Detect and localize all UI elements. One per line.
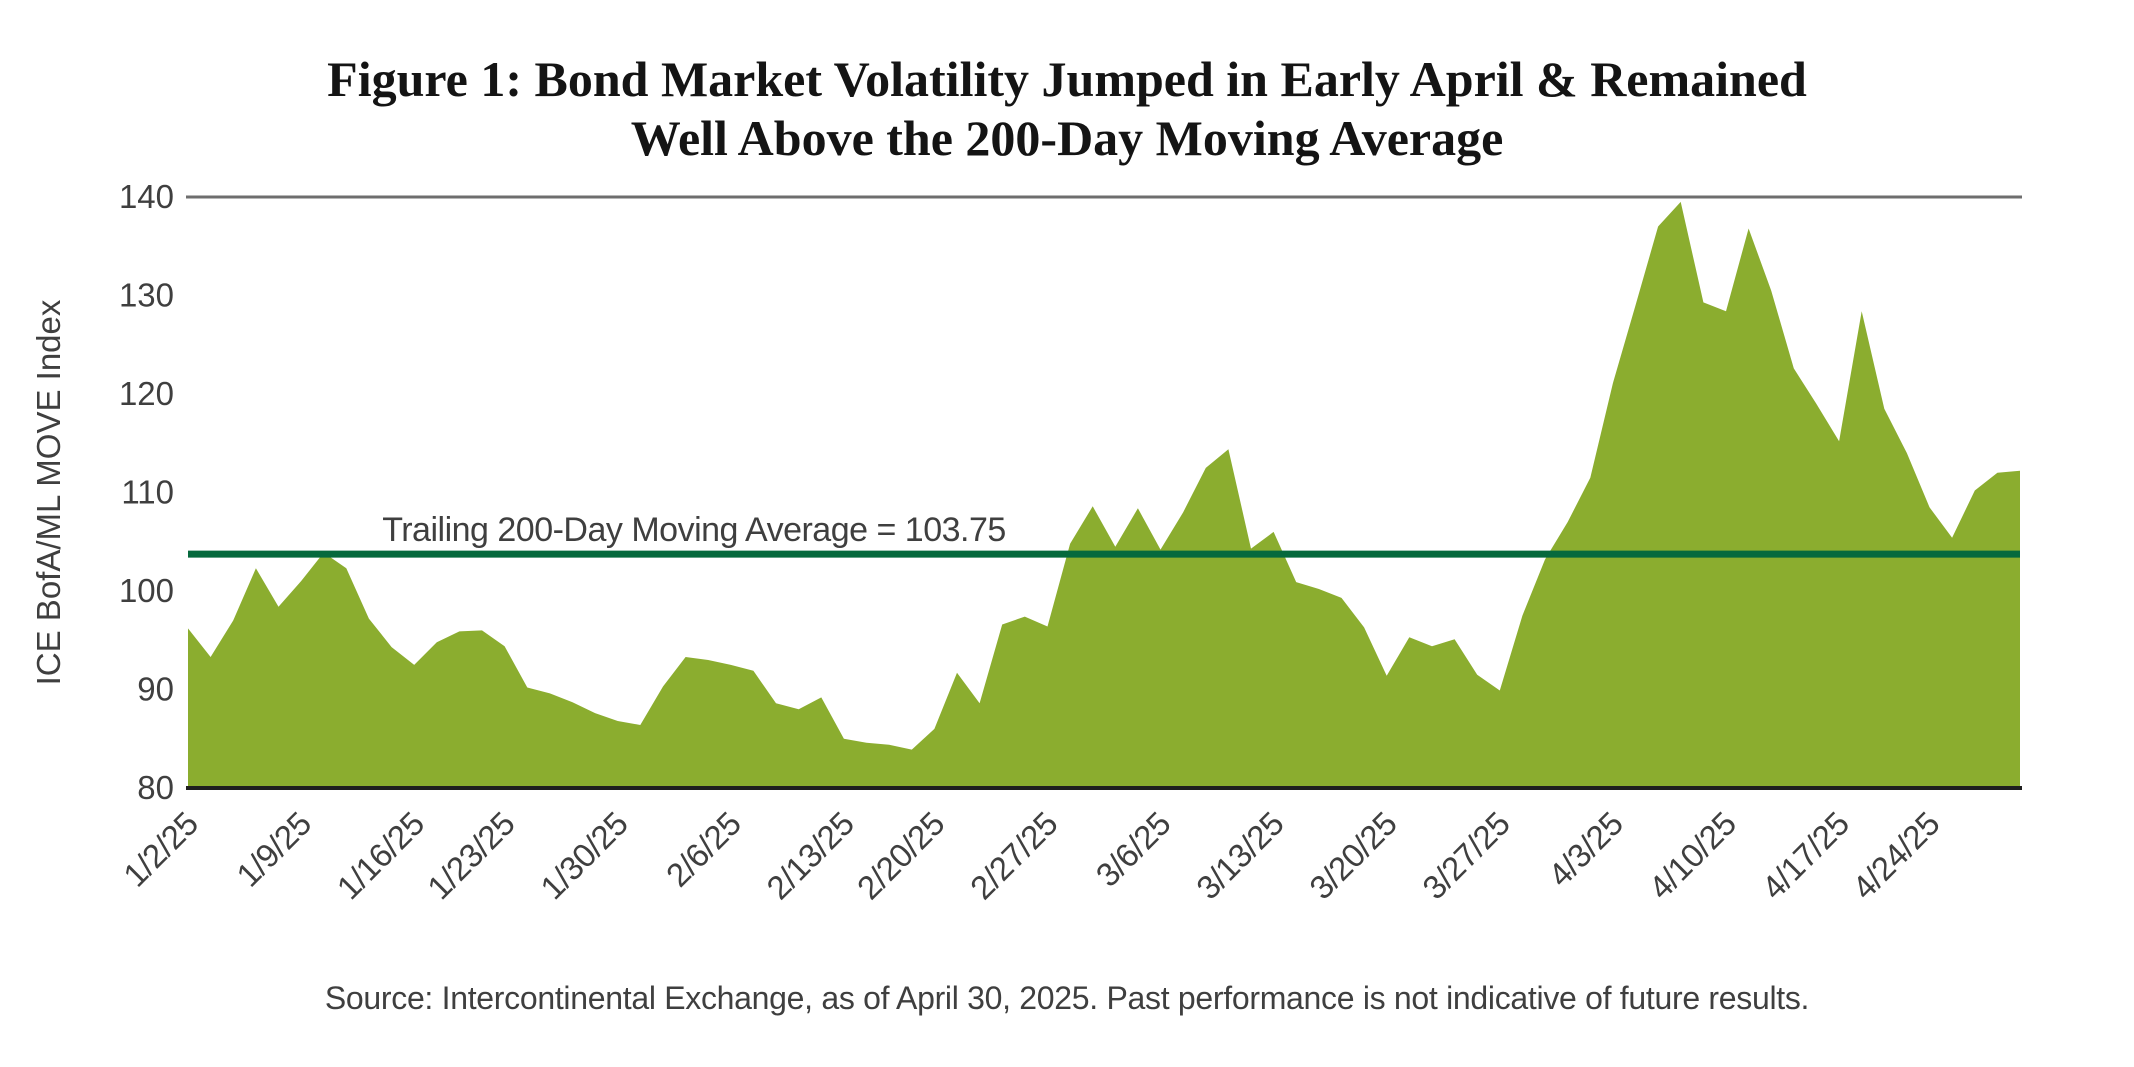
x-tick-label: 1/23/25 [420,805,522,907]
y-tick-label: 140 [119,178,174,215]
x-tick-label: 2/20/25 [850,805,952,907]
x-tick-label: 4/10/25 [1641,805,1743,907]
x-tick-label: 1/30/25 [533,805,635,907]
chart-title-line1: Figure 1: Bond Market Volatility Jumped … [327,51,1807,107]
x-tick-label: 1/16/25 [330,805,432,907]
y-tick-label: 90 [137,671,174,708]
chart-title-line2: Well Above the 200-Day Moving Average [630,110,1504,166]
x-tick-label: 4/17/25 [1754,805,1856,907]
source-note: Source: Intercontinental Exchange, as of… [324,980,1810,1016]
x-tick-label: 4/3/25 [1541,805,1630,894]
x-tick-label: 1/2/25 [116,805,205,894]
x-tick-label: 3/20/25 [1302,805,1404,907]
ma-annotation: Trailing 200-Day Moving Average = 103.75 [382,511,1006,549]
y-tick-label: 120 [119,375,174,412]
x-tick-label: 2/27/25 [963,805,1065,907]
x-tick-label: 3/6/25 [1089,805,1178,894]
x-tick-label: 4/24/25 [1845,805,1947,907]
x-tick-label: 3/27/25 [1415,805,1517,907]
y-tick-label: 110 [121,474,174,511]
x-tick-label: 1/9/25 [229,805,318,894]
move-index-area [188,201,2020,788]
x-tick-label: 2/13/25 [759,805,861,907]
chart-title: Figure 1: Bond Market Volatility Jumped … [0,50,2134,168]
x-tick-label: 3/13/25 [1189,805,1291,907]
y-tick-label: 130 [119,277,174,314]
y-axis-title: ICE BofA/ML MOVE Index [30,299,67,685]
x-tick-label: 2/6/25 [659,805,748,894]
y-tick-label: 100 [119,572,174,609]
y-tick-label: 80 [137,769,174,806]
